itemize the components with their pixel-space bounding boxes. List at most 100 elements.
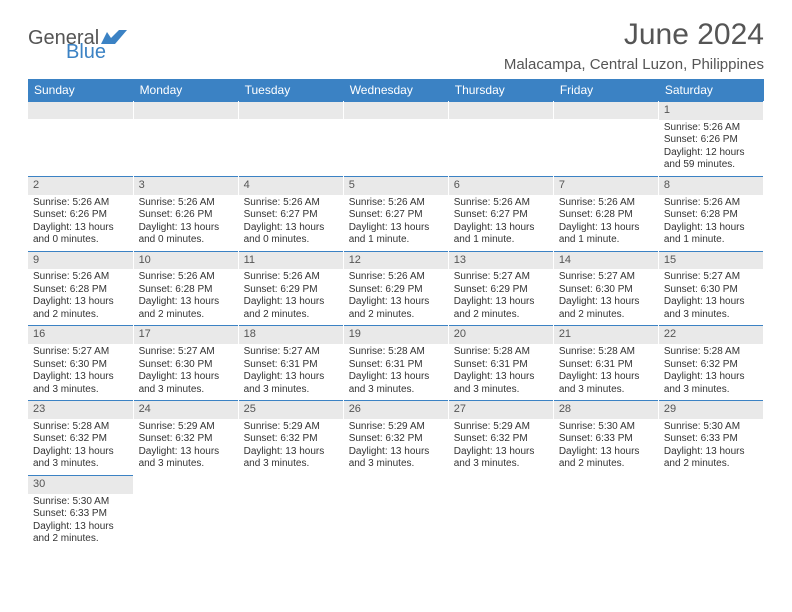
sunrise-text: Sunrise: 5:27 AM xyxy=(244,346,338,359)
daylight-text: Daylight: 13 hours and 3 minutes. xyxy=(559,371,653,396)
calendar-cell: 7 Sunrise: 5:26 AMSunset: 6:28 PMDaylight… xyxy=(553,176,658,251)
day-body: Sunrise: 5:26 AMSunset: 6:28 PMDaylight:… xyxy=(659,195,763,251)
sunrise-text: Sunrise: 5:29 AM xyxy=(139,421,233,434)
day-number: 25 xyxy=(239,400,343,419)
calendar-cell: 18Sunrise: 5:27 AMSunset: 6:31 PMDayligh… xyxy=(238,325,343,400)
calendar-cell: 15Sunrise: 5:27 AMSunset: 6:30 PMDayligh… xyxy=(658,251,763,326)
calendar-table: Sunday Monday Tuesday Wednesday Thursday… xyxy=(28,79,764,550)
calendar-cell: 23Sunrise: 5:28 AMSunset: 6:32 PMDayligh… xyxy=(28,400,133,475)
sunrise-text: Sunrise: 5:30 AM xyxy=(33,496,128,509)
calendar-cell: 10Sunrise: 5:26 AMSunset: 6:28 PMDayligh… xyxy=(133,251,238,326)
sunset-text: Sunset: 6:26 PM xyxy=(33,209,128,222)
sunset-text: Sunset: 6:28 PM xyxy=(664,209,758,222)
calendar-row: 16Sunrise: 5:27 AMSunset: 6:30 PMDayligh… xyxy=(28,325,764,400)
calendar-cell: 9Sunrise: 5:26 AMSunset: 6:28 PMDaylight… xyxy=(28,251,133,326)
day-body: Sunrise: 5:27 AMSunset: 6:31 PMDaylight:… xyxy=(239,344,343,400)
sunrise-text: Sunrise: 5:27 AM xyxy=(664,271,758,284)
logo: General Blue xyxy=(28,28,127,62)
logo-text-blue: Blue xyxy=(66,42,127,62)
sunrise-text: Sunrise: 5:27 AM xyxy=(559,271,653,284)
sunset-text: Sunset: 6:33 PM xyxy=(664,433,758,446)
daylight-text: Daylight: 13 hours and 2 minutes. xyxy=(349,296,443,321)
day-number: 13 xyxy=(449,251,553,270)
calendar-cell: 19Sunrise: 5:28 AMSunset: 6:31 PMDayligh… xyxy=(343,325,448,400)
sunset-text: Sunset: 6:28 PM xyxy=(559,209,653,222)
sunset-text: Sunset: 6:31 PM xyxy=(559,359,653,372)
sunset-text: Sunset: 6:31 PM xyxy=(454,359,548,372)
daylight-text: Daylight: 13 hours and 2 minutes. xyxy=(33,521,128,546)
day-number: 5 xyxy=(344,176,448,195)
calendar-cell: 30Sunrise: 5:30 AMSunset: 6:33 PMDayligh… xyxy=(28,475,133,550)
daylight-text: Daylight: 13 hours and 1 minute. xyxy=(349,222,443,247)
sunset-text: Sunset: 6:30 PM xyxy=(33,359,128,372)
daylight-text: Daylight: 13 hours and 0 minutes. xyxy=(244,222,338,247)
day-body: Sunrise: 5:28 AMSunset: 6:31 PMDaylight:… xyxy=(344,344,448,400)
day-body: Sunrise: 5:29 AMSunset: 6:32 PMDaylight:… xyxy=(449,419,553,475)
calendar-cell: 8Sunrise: 5:26 AMSunset: 6:28 PMDaylight… xyxy=(658,176,763,251)
day-body: Sunrise: 5:30 AMSunset: 6:33 PMDaylight:… xyxy=(28,494,133,550)
sunrise-text: Sunrise: 5:26 AM xyxy=(139,197,233,210)
empty-day-header xyxy=(554,101,658,119)
calendar-cell: 12Sunrise: 5:26 AMSunset: 6:29 PMDayligh… xyxy=(343,251,448,326)
day-number: 9 xyxy=(28,251,133,270)
day-body: Sunrise: 5:26 AMSunset: 6:29 PMDaylight:… xyxy=(239,269,343,325)
day-number: 24 xyxy=(134,400,238,419)
sunrise-text: Sunrise: 5:26 AM xyxy=(664,122,758,135)
day-number: 3 xyxy=(134,176,238,195)
sunset-text: Sunset: 6:28 PM xyxy=(139,284,233,297)
calendar-cell: 22Sunrise: 5:28 AMSunset: 6:32 PMDayligh… xyxy=(658,325,763,400)
calendar-cell: 21Sunrise: 5:28 AMSunset: 6:31 PMDayligh… xyxy=(553,325,658,400)
day-number: 4 xyxy=(239,176,343,195)
weekday-sat: Saturday xyxy=(658,79,763,101)
sunset-text: Sunset: 6:32 PM xyxy=(244,433,338,446)
weekday-mon: Monday xyxy=(133,79,238,101)
day-body: Sunrise: 5:26 AMSunset: 6:26 PMDaylight:… xyxy=(28,195,133,251)
weekday-tue: Tuesday xyxy=(238,79,343,101)
calendar-cell xyxy=(448,475,553,550)
calendar-cell xyxy=(553,475,658,550)
empty-day-header xyxy=(239,101,343,119)
day-number: 23 xyxy=(28,400,133,419)
day-number: 17 xyxy=(134,325,238,344)
sunrise-text: Sunrise: 5:28 AM xyxy=(664,346,758,359)
calendar-row: 30Sunrise: 5:30 AMSunset: 6:33 PMDayligh… xyxy=(28,475,764,550)
sunset-text: Sunset: 6:32 PM xyxy=(33,433,128,446)
day-body: Sunrise: 5:26 AMSunset: 6:27 PMDaylight:… xyxy=(239,195,343,251)
day-number: 11 xyxy=(239,251,343,270)
calendar-cell xyxy=(553,101,658,176)
day-body: Sunrise: 5:29 AMSunset: 6:32 PMDaylight:… xyxy=(239,419,343,475)
calendar-cell xyxy=(133,101,238,176)
daylight-text: Daylight: 13 hours and 1 minute. xyxy=(454,222,548,247)
daylight-text: Daylight: 13 hours and 1 minute. xyxy=(559,222,653,247)
day-number: 1 xyxy=(659,101,763,120)
calendar-cell: 13Sunrise: 5:27 AMSunset: 6:29 PMDayligh… xyxy=(448,251,553,326)
daylight-text: Daylight: 13 hours and 2 minutes. xyxy=(33,296,128,321)
day-body: Sunrise: 5:30 AMSunset: 6:33 PMDaylight:… xyxy=(554,419,658,475)
day-number: 14 xyxy=(554,251,658,270)
day-body: Sunrise: 5:28 AMSunset: 6:31 PMDaylight:… xyxy=(554,344,658,400)
day-number: 7 xyxy=(554,176,658,195)
day-number: 15 xyxy=(659,251,763,270)
sunrise-text: Sunrise: 5:26 AM xyxy=(139,271,233,284)
empty-day-header xyxy=(344,101,448,119)
daylight-text: Daylight: 13 hours and 2 minutes. xyxy=(559,446,653,471)
day-number: 30 xyxy=(28,475,133,494)
sunrise-text: Sunrise: 5:26 AM xyxy=(559,197,653,210)
sunrise-text: Sunrise: 5:26 AM xyxy=(349,271,443,284)
calendar-cell: 20Sunrise: 5:28 AMSunset: 6:31 PMDayligh… xyxy=(448,325,553,400)
calendar-cell xyxy=(658,475,763,550)
day-number: 8 xyxy=(659,176,763,195)
day-body: Sunrise: 5:28 AMSunset: 6:31 PMDaylight:… xyxy=(449,344,553,400)
calendar-cell: 16Sunrise: 5:27 AMSunset: 6:30 PMDayligh… xyxy=(28,325,133,400)
weekday-sun: Sunday xyxy=(28,79,133,101)
day-number: 6 xyxy=(449,176,553,195)
sunset-text: Sunset: 6:32 PM xyxy=(139,433,233,446)
empty-day-header xyxy=(449,101,553,119)
calendar-cell: 24Sunrise: 5:29 AMSunset: 6:32 PMDayligh… xyxy=(133,400,238,475)
daylight-text: Daylight: 13 hours and 1 minute. xyxy=(664,222,758,247)
calendar-cell xyxy=(448,101,553,176)
daylight-text: Daylight: 13 hours and 3 minutes. xyxy=(454,371,548,396)
calendar-row: 2Sunrise: 5:26 AMSunset: 6:26 PMDaylight… xyxy=(28,176,764,251)
sunrise-text: Sunrise: 5:26 AM xyxy=(244,197,338,210)
sunrise-text: Sunrise: 5:27 AM xyxy=(139,346,233,359)
